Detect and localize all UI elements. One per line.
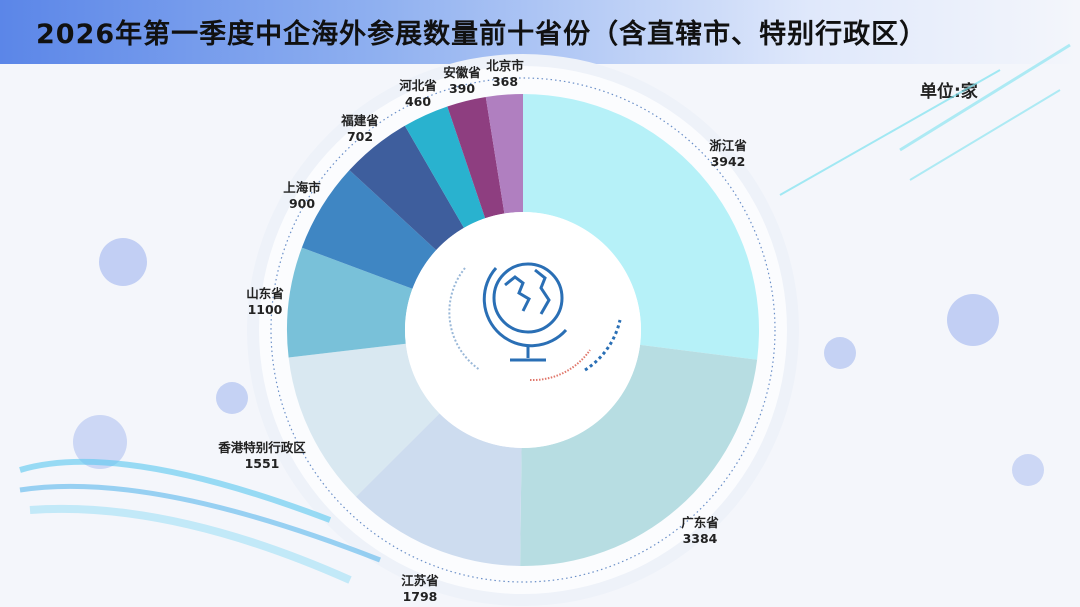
slice-label-name: 河北省 [399, 78, 437, 93]
slice-label-name: 香港特别行政区 [217, 440, 306, 455]
slice-label-name: 浙江省 [709, 138, 747, 153]
chart-title: 2026年第一季度中企海外参展数量前十省份（含直辖市、特别行政区） [36, 19, 928, 50]
unit-label: 单位:家 [920, 82, 978, 102]
pie-slice-0 [523, 94, 759, 360]
slice-label-name: 上海市 [283, 180, 321, 195]
pie-slice-6 [349, 125, 464, 251]
slice-label-value: 368 [492, 74, 518, 89]
slice-label-name: 安徽省 [443, 65, 481, 80]
slice-label-value: 390 [449, 81, 475, 96]
slice-label-name: 广东省 [681, 515, 719, 530]
donut-hole [405, 212, 641, 448]
globe-icon [448, 262, 622, 382]
pie-slice-2 [355, 413, 522, 566]
pie-slice-7 [404, 106, 486, 228]
slice-label-name: 山东省 [246, 286, 284, 301]
slice-label-value: 1100 [248, 302, 283, 317]
slice-label-name: 北京市 [486, 58, 524, 73]
slice-label-name: 江苏省 [401, 573, 439, 588]
slice-label-name: 福建省 [340, 113, 379, 128]
slice-label-value: 900 [289, 196, 315, 211]
slice-label-value: 702 [347, 129, 373, 144]
pie-slice-5 [301, 170, 437, 289]
pie-slice-3 [288, 343, 440, 497]
slice-label-value: 3384 [683, 531, 718, 546]
slice-label-value: 3942 [711, 154, 746, 169]
title-bar: 2026年第一季度中企海外参展数量前十省份（含直辖市、特别行政区） [0, 0, 1080, 64]
slice-label-value: 1798 [403, 589, 438, 604]
slice-label-value: 1551 [245, 456, 280, 471]
pie-slice-1 [520, 344, 758, 566]
slice-label-value: 460 [405, 94, 431, 109]
pie-slice-8 [447, 96, 505, 219]
pie-slice-9 [485, 94, 523, 214]
pie-slice-4 [286, 247, 413, 358]
